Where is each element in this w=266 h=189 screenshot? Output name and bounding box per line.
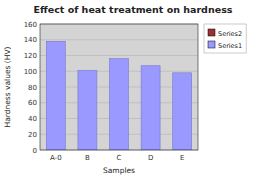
- bar: [78, 70, 97, 150]
- grid-line: [40, 39, 198, 40]
- x-tick-label: B: [85, 154, 90, 162]
- y-tick-label: 0: [33, 147, 37, 155]
- plot-frame: [40, 24, 198, 150]
- legend-box: [204, 24, 246, 53]
- y-tick-label: 80: [28, 84, 37, 92]
- x-tick-label: C: [117, 154, 122, 162]
- x-tick-label: A-0: [50, 154, 62, 162]
- y-tick-label: 20: [28, 131, 37, 139]
- y-tick-label: 140: [24, 36, 37, 44]
- legend: Series2 Series1: [204, 24, 246, 53]
- chart-svg: Effect of heat treatment on hardness 0 20 4…: [0, 0, 266, 189]
- y-axis-label: Hardness values (HV): [3, 46, 12, 127]
- bars: [46, 41, 191, 150]
- bar: [46, 41, 65, 150]
- chart-container: Effect of heat treatment on hardness 0 20 4…: [0, 0, 266, 189]
- chart-title: Effect of heat treatment on hardness: [34, 4, 233, 15]
- x-tick-label: D: [148, 154, 153, 162]
- legend-label: Series1: [218, 42, 242, 50]
- y-tick-label: 120: [24, 52, 37, 60]
- bar: [173, 73, 192, 150]
- y-tick-label: 100: [24, 68, 37, 76]
- legend-swatch: [208, 41, 215, 48]
- bar: [110, 59, 129, 150]
- y-tick-label: 60: [28, 99, 37, 107]
- plot-background: [40, 24, 198, 150]
- x-axis-label: Samples: [103, 166, 135, 175]
- y-tick-label: 160: [24, 21, 37, 29]
- legend-swatch: [208, 29, 215, 36]
- x-tick-label: E: [180, 154, 184, 162]
- y-tick-label: 40: [28, 115, 37, 123]
- bar: [141, 66, 160, 150]
- legend-label: Series2: [218, 30, 242, 38]
